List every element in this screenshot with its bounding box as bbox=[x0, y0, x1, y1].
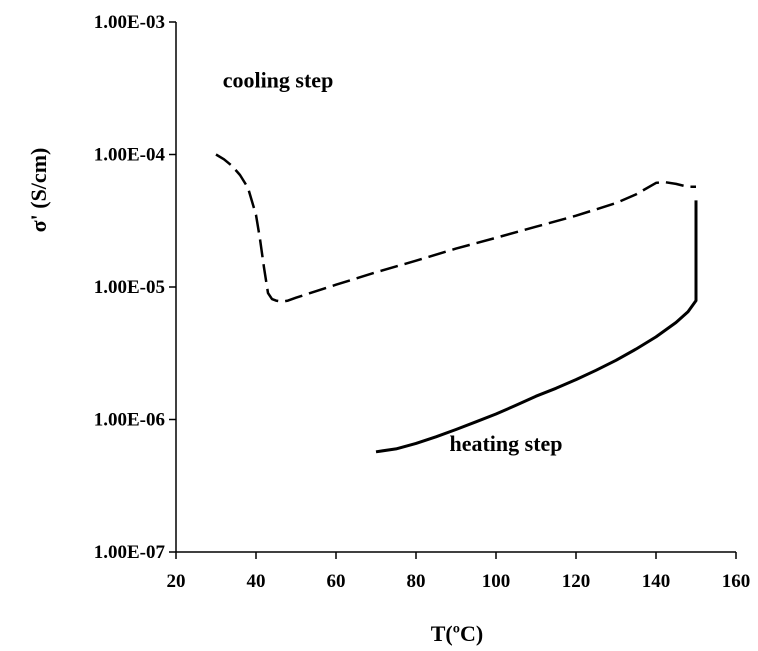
y-tick-label: 1.00E-07 bbox=[94, 542, 166, 563]
x-axis-title: T(ºC) bbox=[431, 621, 483, 646]
x-tick-label: 140 bbox=[642, 571, 671, 592]
y-tick-label: 1.00E-04 bbox=[94, 145, 166, 166]
x-tick-label: 120 bbox=[562, 571, 591, 592]
curve-annotation: cooling step bbox=[223, 68, 334, 93]
series-layer bbox=[215, 153, 698, 454]
x-tick-label: 160 bbox=[722, 571, 751, 592]
heating-step-line bbox=[375, 200, 698, 454]
y-tick-label: 1.00E-05 bbox=[94, 277, 165, 298]
x-tick-label: 60 bbox=[327, 571, 346, 592]
curve-annotation: heating step bbox=[449, 431, 562, 456]
annotation-layer: cooling step heating step bbox=[223, 68, 563, 456]
x-tick-label: 100 bbox=[482, 571, 511, 592]
x-tick-label: 40 bbox=[247, 571, 266, 592]
y-axis-ticks: 1.00E-07 1.00E-06 1.00E-05 1.00E-04 1.00E-03 bbox=[94, 12, 176, 563]
y-tick-label: 1.00E-03 bbox=[94, 12, 165, 33]
x-axis-ticks: 20 40 60 80 100 120 140 160 bbox=[167, 552, 751, 592]
cooling-step-line bbox=[215, 153, 696, 303]
x-tick-label: 80 bbox=[407, 571, 426, 592]
x-tick-label: 20 bbox=[167, 571, 186, 592]
y-tick-label: 1.00E-06 bbox=[94, 410, 165, 431]
y-axis-title: σ' (S/cm) bbox=[26, 148, 51, 233]
